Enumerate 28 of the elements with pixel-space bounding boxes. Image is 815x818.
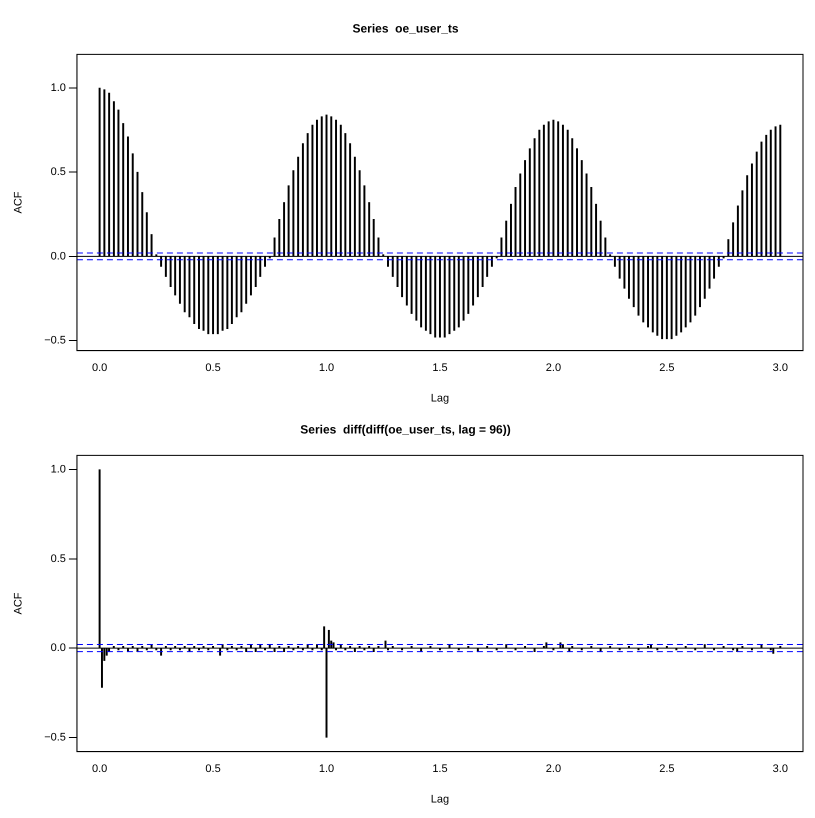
y-tick-label: 0.0 [50, 642, 66, 654]
y-axis-title: ACF [12, 191, 25, 214]
x-tick-label: 0.5 [205, 362, 221, 374]
x-tick-label: 1.0 [318, 763, 334, 776]
x-tick-label: 2.0 [546, 763, 562, 776]
y-tick-label: −0.5 [44, 334, 66, 347]
x-tick-label: 0.5 [205, 763, 221, 776]
y-tick-label: 0.0 [50, 250, 66, 262]
y-tick-label: 1.0 [50, 82, 66, 94]
x-tick-label: 0.0 [92, 362, 108, 374]
y-tick-label: 0.5 [50, 166, 66, 178]
y-tick-label: −0.5 [44, 731, 66, 744]
x-tick-label: 2.5 [659, 362, 675, 374]
x-tick-label: 2.0 [546, 362, 562, 374]
y-axis-title: ACF [12, 592, 25, 614]
chart-title: Series oe_user_ts [352, 22, 459, 36]
x-tick-label: 2.5 [659, 763, 675, 776]
y-tick-label: 0.5 [50, 552, 66, 565]
chart-title: Series diff(diff(oe_user_ts, lag = 96)) [300, 422, 511, 437]
x-tick-label: 1.5 [432, 362, 448, 374]
x-tick-label: 3.0 [772, 763, 788, 776]
x-axis-title: Lag [430, 392, 450, 404]
y-tick-label: 1.0 [50, 464, 66, 476]
x-axis-title: Lag [430, 793, 450, 806]
x-tick-label: 1.5 [432, 763, 448, 776]
x-tick-label: 1.0 [318, 362, 334, 374]
x-tick-label: 3.0 [772, 362, 788, 374]
x-tick-label: 0.0 [92, 763, 108, 776]
